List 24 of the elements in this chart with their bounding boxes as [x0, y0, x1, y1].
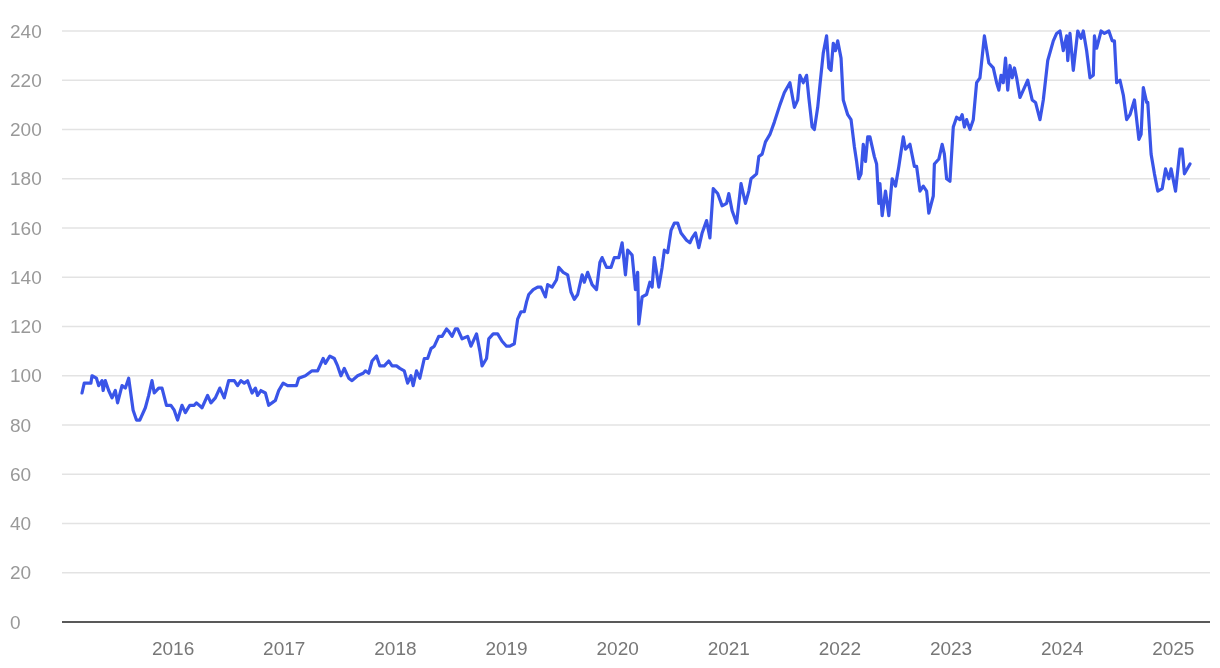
line-series	[80, 29, 1192, 422]
y-tick-label: 0	[10, 611, 21, 633]
x-tick-label: 2017	[263, 638, 306, 659]
x-tick-label: 2023	[929, 638, 973, 659]
x-tick-label: 2016	[151, 638, 195, 659]
x-tick-label: 2021	[707, 638, 750, 659]
y-tick-label: 180	[10, 168, 42, 190]
y-tick-label: 80	[10, 414, 32, 436]
y-tick-label: 60	[10, 463, 32, 485]
y-tick-label: 220	[10, 69, 42, 91]
y-tick-label: 160	[10, 217, 42, 239]
x-tick-label: 2022	[818, 638, 862, 659]
y-tick-label: 240	[10, 20, 42, 42]
x-tick-label: 2024	[1041, 638, 1084, 659]
x-tick-label: 2018	[374, 638, 417, 659]
x-tick-label: 2019	[485, 638, 528, 659]
y-tick-label: 40	[10, 513, 32, 535]
x-tick-label: 2025	[1152, 638, 1195, 659]
y-tick-label: 100	[10, 365, 42, 387]
y-tick-label: 140	[10, 266, 42, 288]
x-tick-label: 2020	[596, 638, 639, 659]
y-tick-label: 20	[10, 562, 32, 584]
y-tick-label: 200	[10, 119, 42, 141]
y-tick-label: 120	[10, 316, 42, 338]
